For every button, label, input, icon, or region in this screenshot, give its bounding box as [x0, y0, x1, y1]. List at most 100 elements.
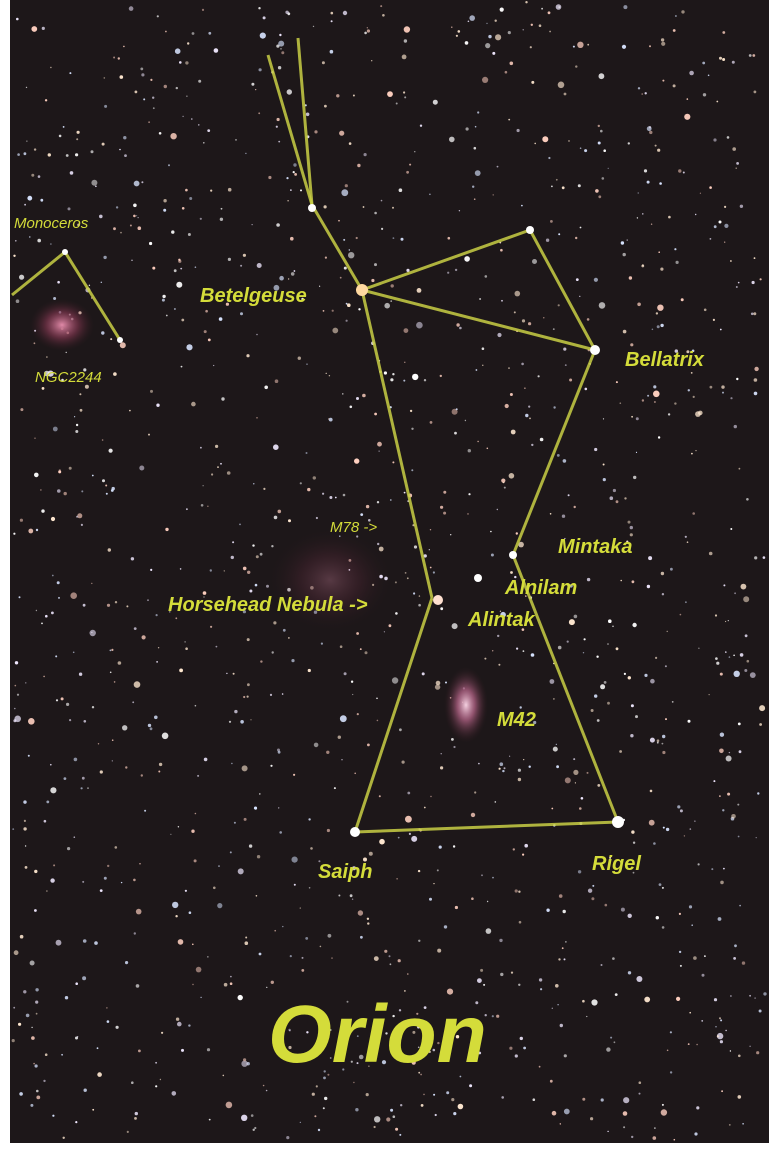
star — [727, 793, 730, 796]
star — [25, 682, 26, 683]
star — [719, 749, 724, 754]
star — [716, 101, 718, 103]
star — [482, 365, 483, 366]
star — [234, 822, 236, 824]
star — [407, 973, 409, 975]
star — [575, 65, 577, 67]
star — [409, 833, 411, 835]
star — [83, 939, 87, 943]
star — [266, 1090, 268, 1092]
star — [238, 868, 244, 874]
star — [62, 249, 68, 255]
star — [99, 215, 103, 219]
star — [508, 119, 510, 121]
star — [247, 571, 250, 574]
star — [510, 62, 514, 66]
star — [51, 517, 55, 521]
star — [102, 439, 104, 441]
star — [200, 218, 202, 220]
star — [622, 45, 626, 49]
star — [478, 763, 480, 765]
star — [363, 206, 365, 208]
star — [133, 204, 137, 208]
star — [150, 569, 152, 571]
star — [395, 612, 398, 615]
star — [556, 179, 558, 181]
star — [552, 1008, 553, 1009]
star — [20, 519, 23, 522]
star — [739, 468, 741, 470]
star — [546, 239, 549, 242]
star — [713, 780, 715, 782]
star — [694, 1132, 697, 1135]
star — [377, 543, 379, 545]
star — [367, 918, 369, 920]
star — [256, 417, 258, 419]
star — [631, 704, 634, 707]
star — [693, 396, 695, 398]
star — [480, 969, 483, 972]
star — [263, 16, 266, 19]
star — [175, 915, 177, 917]
star — [226, 1102, 233, 1109]
star — [95, 186, 97, 188]
star — [456, 408, 458, 410]
star — [624, 497, 626, 499]
star — [508, 367, 509, 368]
star — [476, 369, 478, 371]
star — [658, 436, 660, 438]
star — [148, 121, 150, 123]
star — [483, 984, 485, 986]
star — [485, 43, 490, 48]
star — [534, 143, 536, 145]
star — [115, 601, 117, 603]
star — [612, 626, 614, 628]
star — [83, 604, 86, 607]
star — [31, 1027, 32, 1028]
star — [66, 154, 69, 157]
nebula-ngc2244 — [30, 299, 94, 351]
star — [603, 478, 606, 481]
star — [637, 217, 638, 218]
nebula-m42 — [444, 667, 488, 743]
star — [656, 916, 659, 919]
star — [509, 473, 515, 479]
star — [376, 698, 378, 700]
star — [598, 125, 600, 127]
star — [131, 260, 132, 261]
star — [401, 238, 404, 241]
star — [495, 801, 497, 803]
star — [649, 45, 651, 47]
star — [497, 333, 501, 337]
star — [633, 476, 636, 479]
star — [189, 197, 192, 200]
star — [259, 793, 261, 795]
star — [189, 911, 192, 914]
star — [433, 1094, 435, 1096]
star — [340, 645, 343, 648]
star — [574, 615, 578, 619]
star — [65, 996, 68, 999]
star — [518, 778, 521, 781]
star — [474, 147, 477, 150]
star — [91, 632, 92, 633]
star — [657, 149, 660, 152]
star — [724, 242, 725, 243]
star — [341, 189, 348, 196]
star — [313, 476, 316, 479]
star — [393, 237, 395, 239]
star — [681, 10, 684, 13]
star — [207, 129, 210, 132]
star — [660, 324, 663, 327]
star — [134, 1117, 137, 1120]
star — [524, 388, 525, 389]
star — [118, 661, 122, 665]
star — [35, 1064, 38, 1067]
label: NGC2244 — [35, 369, 102, 386]
star — [300, 482, 302, 484]
star — [731, 814, 736, 819]
star — [568, 494, 570, 496]
star — [55, 655, 57, 657]
star — [594, 278, 598, 282]
star — [739, 905, 741, 907]
